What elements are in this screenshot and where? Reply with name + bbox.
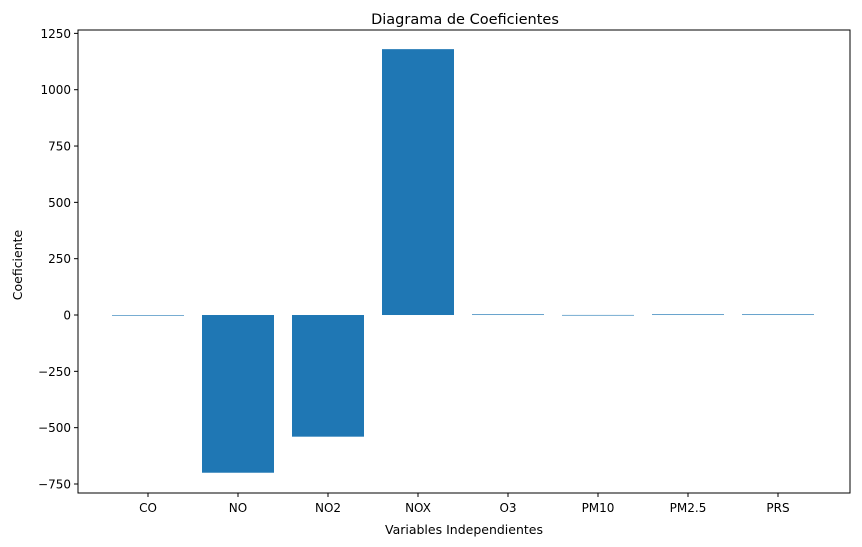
y-tick-label: 250 (48, 252, 71, 266)
y-axis-label: Coeficiente (10, 229, 25, 300)
x-tick-label: PM10 (582, 501, 615, 515)
bar-no (202, 315, 274, 473)
x-tick-label: NO2 (315, 501, 341, 515)
x-axis-label: Variables Independientes (385, 522, 543, 537)
y-tick-label: 750 (48, 140, 71, 154)
y-tick-label: 500 (48, 196, 71, 210)
x-axis: CO NO NO2 NOX O3 PM10 PM2.5 PRS (139, 493, 790, 515)
x-tick-label: CO (139, 501, 157, 515)
bar-o3 (472, 314, 544, 316)
x-tick-label: NOX (405, 501, 431, 515)
bar-no2 (292, 315, 364, 437)
chart-title: Diagrama de Coeficientes (371, 12, 559, 28)
y-tick-label: −250 (38, 365, 71, 379)
y-tick-label: −500 (38, 421, 71, 435)
y-axis: −750 −500 −250 0 250 500 750 1000 1250 (38, 27, 78, 491)
bar-pm2-5 (652, 314, 724, 316)
x-tick-label: NO (229, 501, 247, 515)
bar-pm10 (562, 314, 634, 316)
y-tick-label: 1000 (40, 83, 71, 97)
bar-prs (742, 314, 814, 316)
bars-group (112, 49, 814, 473)
bar-nox (382, 49, 454, 316)
y-tick-label: 1250 (40, 27, 71, 41)
x-tick-label: O3 (499, 501, 516, 515)
plot-frame (77, 29, 851, 494)
y-tick-label: −750 (38, 477, 71, 491)
x-tick-label: PRS (766, 501, 789, 515)
bar-co (112, 315, 184, 316)
x-tick-label: PM2.5 (670, 501, 707, 515)
y-tick-label: 0 (63, 309, 71, 323)
